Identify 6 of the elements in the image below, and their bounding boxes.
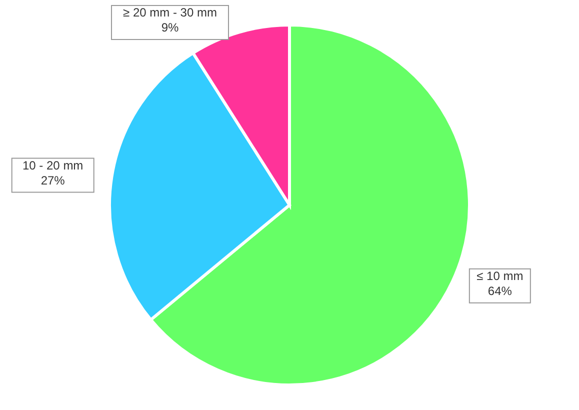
slice-label: ≤ 10 mm <box>476 268 524 283</box>
data-label: 64% <box>488 284 512 298</box>
slice-label: ≥ 20 mm - 30 mm <box>123 6 217 20</box>
slice-label: 10 - 20 mm <box>22 158 84 172</box>
data-label: 9% <box>161 20 179 35</box>
data-label: 27% <box>40 173 66 188</box>
